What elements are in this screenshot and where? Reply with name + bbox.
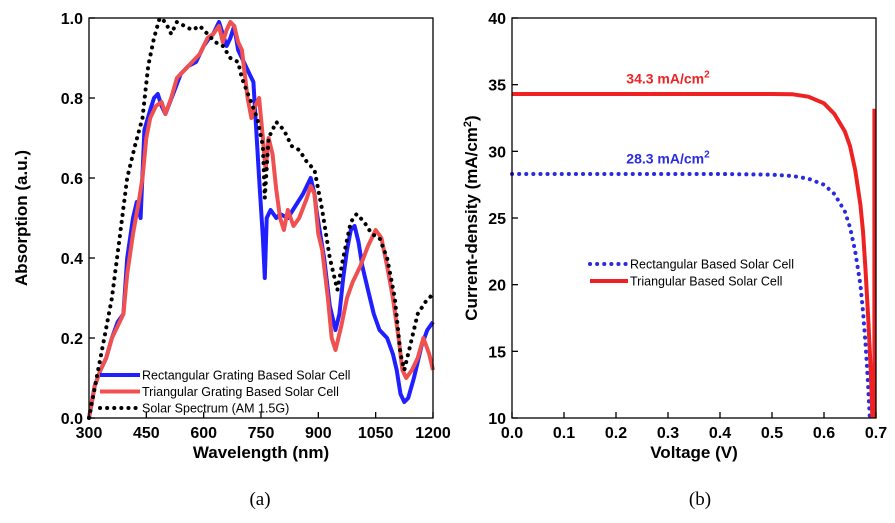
y-tick-label: 0.4	[61, 251, 83, 268]
series-line-rectangular-based-solar-cell	[510, 172, 872, 420]
y-axis-label: Current-density (mA/cm2)	[462, 115, 481, 320]
x-tick-label: 600	[190, 425, 217, 442]
x-axis-label: Voltage (V)	[650, 443, 738, 462]
x-tick-label: 0.2	[605, 425, 627, 442]
legend-label: Triangular Grating Based Solar Cell	[142, 385, 339, 399]
x-tick-label: 0.1	[553, 425, 575, 442]
series-line-rectangular-grating-based-solar-cell	[87, 20, 435, 419]
x-tick-label: 0.4	[709, 425, 731, 442]
series-line-triangular-based-solar-cell	[512, 92, 875, 419]
chart-panel-a: 300 450 600 750 900 1050 1200 0.0 0.2 0.4 0.6 0.8 1.…	[12, 11, 451, 510]
y-axis-label: Absorption (a.u.)	[12, 150, 31, 286]
x-tick-label: 0.5	[761, 425, 783, 442]
y-tick-label: 10	[488, 411, 506, 428]
y-tick-label: 1.0	[61, 11, 83, 28]
x-tick-label: 0.0	[501, 425, 523, 442]
data-label: 34.3 mA/cm2	[626, 69, 710, 86]
y-tick-label: 15	[488, 344, 506, 361]
y-tick-label: 25	[488, 211, 506, 228]
panel-label: (b)	[689, 489, 711, 510]
y-tick-label: 0.8	[61, 91, 83, 108]
legend-label: Rectangular Grating Based Solar Cell	[142, 369, 350, 383]
x-tick-label: 0.6	[813, 425, 835, 442]
legend-label: Triangular Based Solar Cell	[630, 275, 782, 289]
y-tick-label: 40	[488, 11, 506, 28]
x-tick-label: 1050	[358, 425, 394, 442]
y-tick-label: 0.2	[61, 331, 83, 348]
y-tick-label: 20	[488, 278, 506, 295]
y-tick-label: 30	[488, 144, 506, 161]
y-tick-label: 35	[488, 78, 506, 95]
data-label: 28.3 mA/cm2	[626, 149, 710, 166]
panel-label: (a)	[249, 489, 270, 510]
x-tick-label: 900	[305, 425, 332, 442]
x-tick-label: 300	[76, 425, 103, 442]
x-tick-label: 750	[248, 425, 275, 442]
x-tick-label: 1200	[415, 425, 451, 442]
y-tick-label: 0.6	[61, 171, 83, 188]
x-tick-label: 450	[133, 425, 160, 442]
legend-label: Solar Spectrum (AM 1.5G)	[142, 402, 289, 416]
x-tick-label: 0.3	[657, 425, 679, 442]
x-tick-label: 0.7	[865, 425, 887, 442]
chart-panel-b: 0.0 0.1 0.2 0.3 0.4 0.5 0.6 0.7 10 15 20 25 30 35 40 Vo…	[462, 11, 887, 510]
x-axis-label: Wavelength (nm)	[193, 443, 329, 462]
y-tick-label: 0.0	[61, 411, 83, 428]
legend-label: Rectangular Based Solar Cell	[630, 258, 794, 272]
